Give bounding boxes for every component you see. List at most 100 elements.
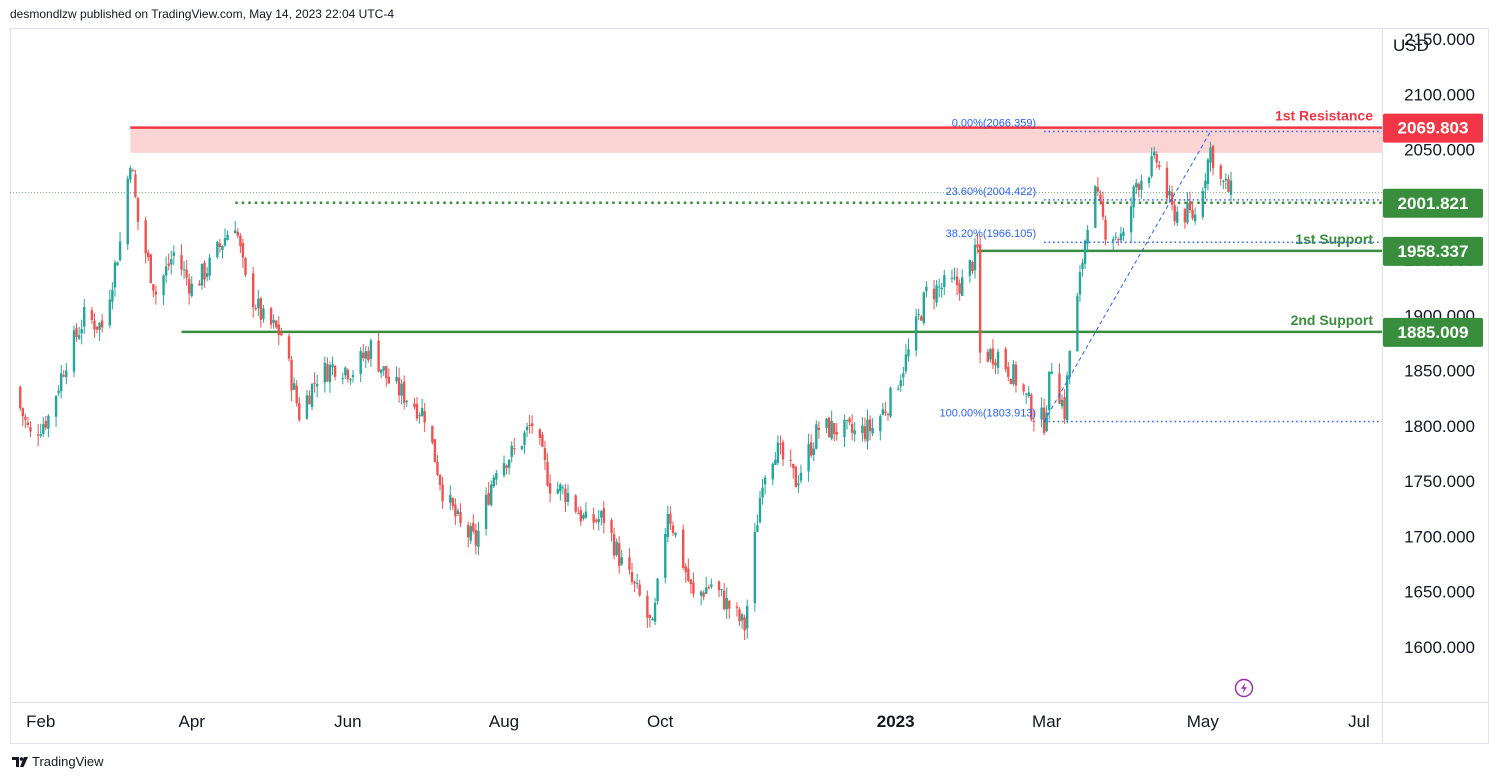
candle-body: [1050, 371, 1053, 374]
candle-body: [126, 178, 129, 245]
candle-body: [1063, 397, 1066, 419]
candle-body: [1229, 180, 1233, 195]
candle-body: [656, 578, 659, 602]
candle-body: [774, 459, 777, 465]
resistance-zone: [130, 127, 1383, 153]
candle-body: [1211, 145, 1215, 169]
candle-body: [1104, 219, 1107, 240]
candle-body: [269, 308, 273, 325]
candle-body: [216, 241, 219, 258]
candle-body: [797, 483, 800, 486]
candle-body: [218, 243, 222, 247]
candle-body: [743, 617, 746, 631]
candle-body: [221, 245, 224, 251]
candle-body: [881, 409, 885, 415]
candle-body: [203, 262, 206, 280]
candle-body: [853, 430, 856, 435]
candle-body: [449, 495, 452, 503]
candle-body: [1209, 147, 1212, 163]
time-axis-divider: [10, 702, 1489, 703]
candle-body: [866, 419, 869, 442]
candle-body: [717, 581, 721, 591]
x-tick-label: Apr: [179, 712, 206, 731]
candle-body: [80, 329, 83, 334]
candle-body: [577, 513, 580, 515]
candle-body: [1083, 240, 1087, 264]
candle-body: [152, 284, 155, 291]
candle-body: [600, 511, 603, 518]
candle-body: [244, 258, 247, 275]
candle-body: [1140, 180, 1143, 190]
fib-level-label: 0.00%(2066.359): [952, 117, 1036, 129]
candle-body: [863, 426, 867, 440]
candle-body: [950, 278, 954, 280]
footer-brand[interactable]: TradingView: [12, 754, 104, 769]
candle-body: [1014, 364, 1018, 386]
price-axis-divider: [1382, 28, 1383, 744]
candle-body: [205, 273, 209, 277]
candle-body: [904, 354, 908, 372]
candle-body: [994, 362, 997, 366]
candle-body: [1094, 186, 1097, 228]
resistance-badge-text: 2069.803: [1398, 119, 1469, 138]
candle-body: [359, 351, 362, 374]
candle-body: [920, 316, 923, 321]
candle-body: [1086, 229, 1089, 244]
candle-body: [111, 289, 114, 302]
candle-body: [433, 439, 437, 463]
alert-bolt-icon[interactable]: [1234, 678, 1254, 698]
candle-body: [170, 259, 173, 265]
candle-body: [21, 408, 24, 417]
candle-body: [728, 600, 731, 609]
candle-body: [978, 244, 982, 353]
candle-body: [943, 275, 946, 288]
candle-body: [19, 386, 22, 409]
candle-body: [502, 463, 506, 476]
candle-body: [315, 384, 319, 387]
candle-body: [77, 335, 81, 339]
candle-body: [648, 614, 652, 619]
candle-body: [1132, 186, 1135, 208]
candle-body: [602, 508, 606, 523]
support1-badge-text: 1958.337: [1398, 242, 1469, 261]
candle-body: [792, 463, 795, 469]
candle-body: [385, 365, 388, 379]
candle-body: [653, 602, 657, 622]
candle-body: [472, 522, 475, 532]
candle-body: [899, 380, 902, 387]
candle-body: [756, 525, 759, 532]
pivot-badge-text: 2001.821: [1398, 194, 1469, 213]
currency-label[interactable]: USD: [1393, 36, 1429, 55]
y-tick-label: 2150.000: [1404, 30, 1475, 49]
candle-body: [1114, 236, 1117, 238]
candle-body: [198, 283, 201, 286]
candle-body: [362, 352, 365, 359]
candle-body: [646, 595, 649, 618]
candle-body: [925, 286, 928, 292]
candle-body: [807, 444, 810, 472]
candle-body: [745, 605, 749, 629]
candle-body: [666, 513, 670, 538]
candle-body: [113, 262, 117, 288]
support2-badge: [1383, 317, 1483, 347]
candle-body: [817, 427, 821, 430]
candle-body: [1173, 205, 1176, 222]
candle-body: [57, 390, 60, 394]
candle-body: [62, 375, 65, 377]
candle-body: [98, 322, 101, 330]
candle-body: [763, 477, 767, 485]
candle-body: [277, 324, 280, 335]
candle-body: [420, 408, 424, 416]
candle-body: [843, 419, 846, 438]
candle-body: [505, 465, 508, 468]
candle-body: [44, 421, 48, 428]
x-tick-label: Aug: [489, 712, 519, 731]
resistance-label: 1st Resistance: [1275, 108, 1373, 124]
candle-body: [991, 348, 995, 365]
candle-body: [776, 442, 780, 463]
candle-body: [1183, 209, 1187, 223]
candle-body: [377, 340, 380, 372]
candle-body: [961, 277, 964, 296]
candle-body: [702, 592, 705, 597]
